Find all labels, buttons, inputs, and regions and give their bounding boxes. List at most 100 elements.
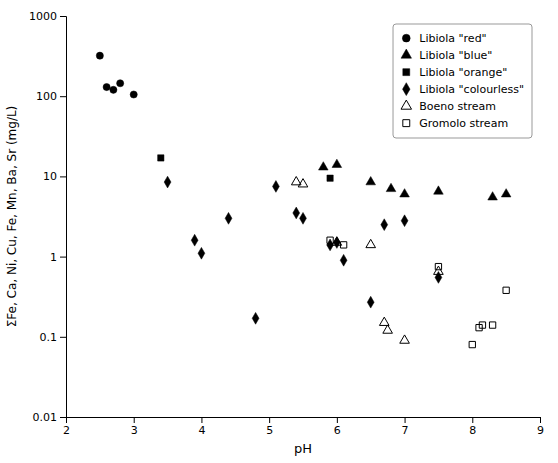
point [117,80,124,87]
point [319,162,329,170]
legend-label: Libiola "orange" [419,66,507,79]
x-axis-line [67,418,541,424]
x-tick-mark [201,417,202,423]
legend-symbol [403,120,410,127]
legend-label: Libiola "blue" [419,49,492,62]
point [332,159,342,167]
x-tick-label: 6 [334,424,341,437]
point [198,247,205,259]
y-axis: 0.01 0.1 1 10 100 1000 [29,10,67,424]
legend-symbol [403,69,410,76]
point [130,91,137,98]
point [327,175,333,181]
y-tick-label: 1 [50,251,57,264]
legend-symbol [401,49,412,58]
legend-label: Libiola "red" [419,32,486,45]
point [252,312,259,324]
point [503,287,509,293]
legend-item: Libiola "colourless" [403,83,524,96]
point [225,212,232,224]
y-tick-label: 0.01 [33,411,58,424]
x-tick-mark [472,417,473,423]
point [298,179,308,187]
x-tick: 2 [63,417,70,437]
x-tick-label: 9 [537,424,544,437]
point [366,177,376,185]
point [401,215,408,227]
x-tick-label: 7 [402,424,409,437]
point [110,86,117,93]
x-tick-mark [337,417,338,423]
y-tick: 0.1 [40,331,67,344]
point [333,237,340,249]
x-tick-label: 3 [131,424,138,437]
series [327,237,509,348]
point [435,272,442,284]
y-tick-mark [60,417,66,418]
x-tick: 7 [402,417,409,437]
point [400,189,410,197]
x-tick-mark [540,417,541,423]
y-tick-label: 10 [43,170,57,183]
point [366,239,376,247]
point [340,242,346,248]
x-tick: 3 [131,417,138,437]
legend: Libiola "red" Libiola "blue" Libiola "oran… [393,24,532,138]
point [340,254,347,266]
point [469,341,475,347]
point [434,186,444,194]
y-tick-label: 0.1 [40,331,58,344]
point [400,335,410,343]
point [367,296,374,308]
series [291,177,443,344]
point [273,181,280,193]
point [300,212,307,224]
point [293,207,300,219]
legend-label: Gromolo stream [419,117,508,130]
point [103,83,110,90]
point [381,219,388,231]
y-tick: 1000 [29,10,66,23]
point [386,183,396,191]
x-tick-mark [405,417,406,423]
y-axis-line [60,17,67,418]
y-tick-mark [60,257,66,258]
x-tick-label: 4 [198,424,205,437]
y-tick-label: 1000 [29,10,57,23]
point [164,176,171,188]
y-tick: 10 [43,170,66,183]
plot: 234567890.010.11101001000Libiola "red"Li… [29,10,544,437]
x-tick-mark [269,417,270,423]
point [488,192,498,200]
y-tick-label: 100 [36,90,57,103]
x-tick: 4 [198,417,205,437]
point [327,237,333,243]
x-axis: 2 3 4 5 6 7 8 9 [63,417,544,437]
point [158,155,164,161]
legend-item: Libiola "red" [402,32,486,45]
series [164,176,442,324]
point [96,52,103,59]
legend-symbol [403,83,410,96]
y-tick: 0.01 [33,411,67,424]
legend-symbol [401,100,412,109]
point [479,322,485,328]
legend-box [393,24,532,138]
y-tick-mark [60,16,66,17]
x-tick-label: 2 [63,424,70,437]
x-tick-label: 5 [266,424,273,437]
x-axis-title: pH [294,441,312,456]
legend-symbol [402,34,410,42]
y-tick: 1 [50,251,66,264]
point [435,263,441,269]
x-tick-label: 8 [469,424,476,437]
series [158,155,334,182]
point [383,325,393,333]
x-tick: 9 [537,417,544,437]
y-tick-mark [60,337,66,338]
legend-label: Libiola "colourless" [419,83,524,96]
x-tick: 5 [266,417,273,437]
legend-item: Libiola "blue" [401,49,492,62]
point [489,322,495,328]
series [319,159,511,200]
